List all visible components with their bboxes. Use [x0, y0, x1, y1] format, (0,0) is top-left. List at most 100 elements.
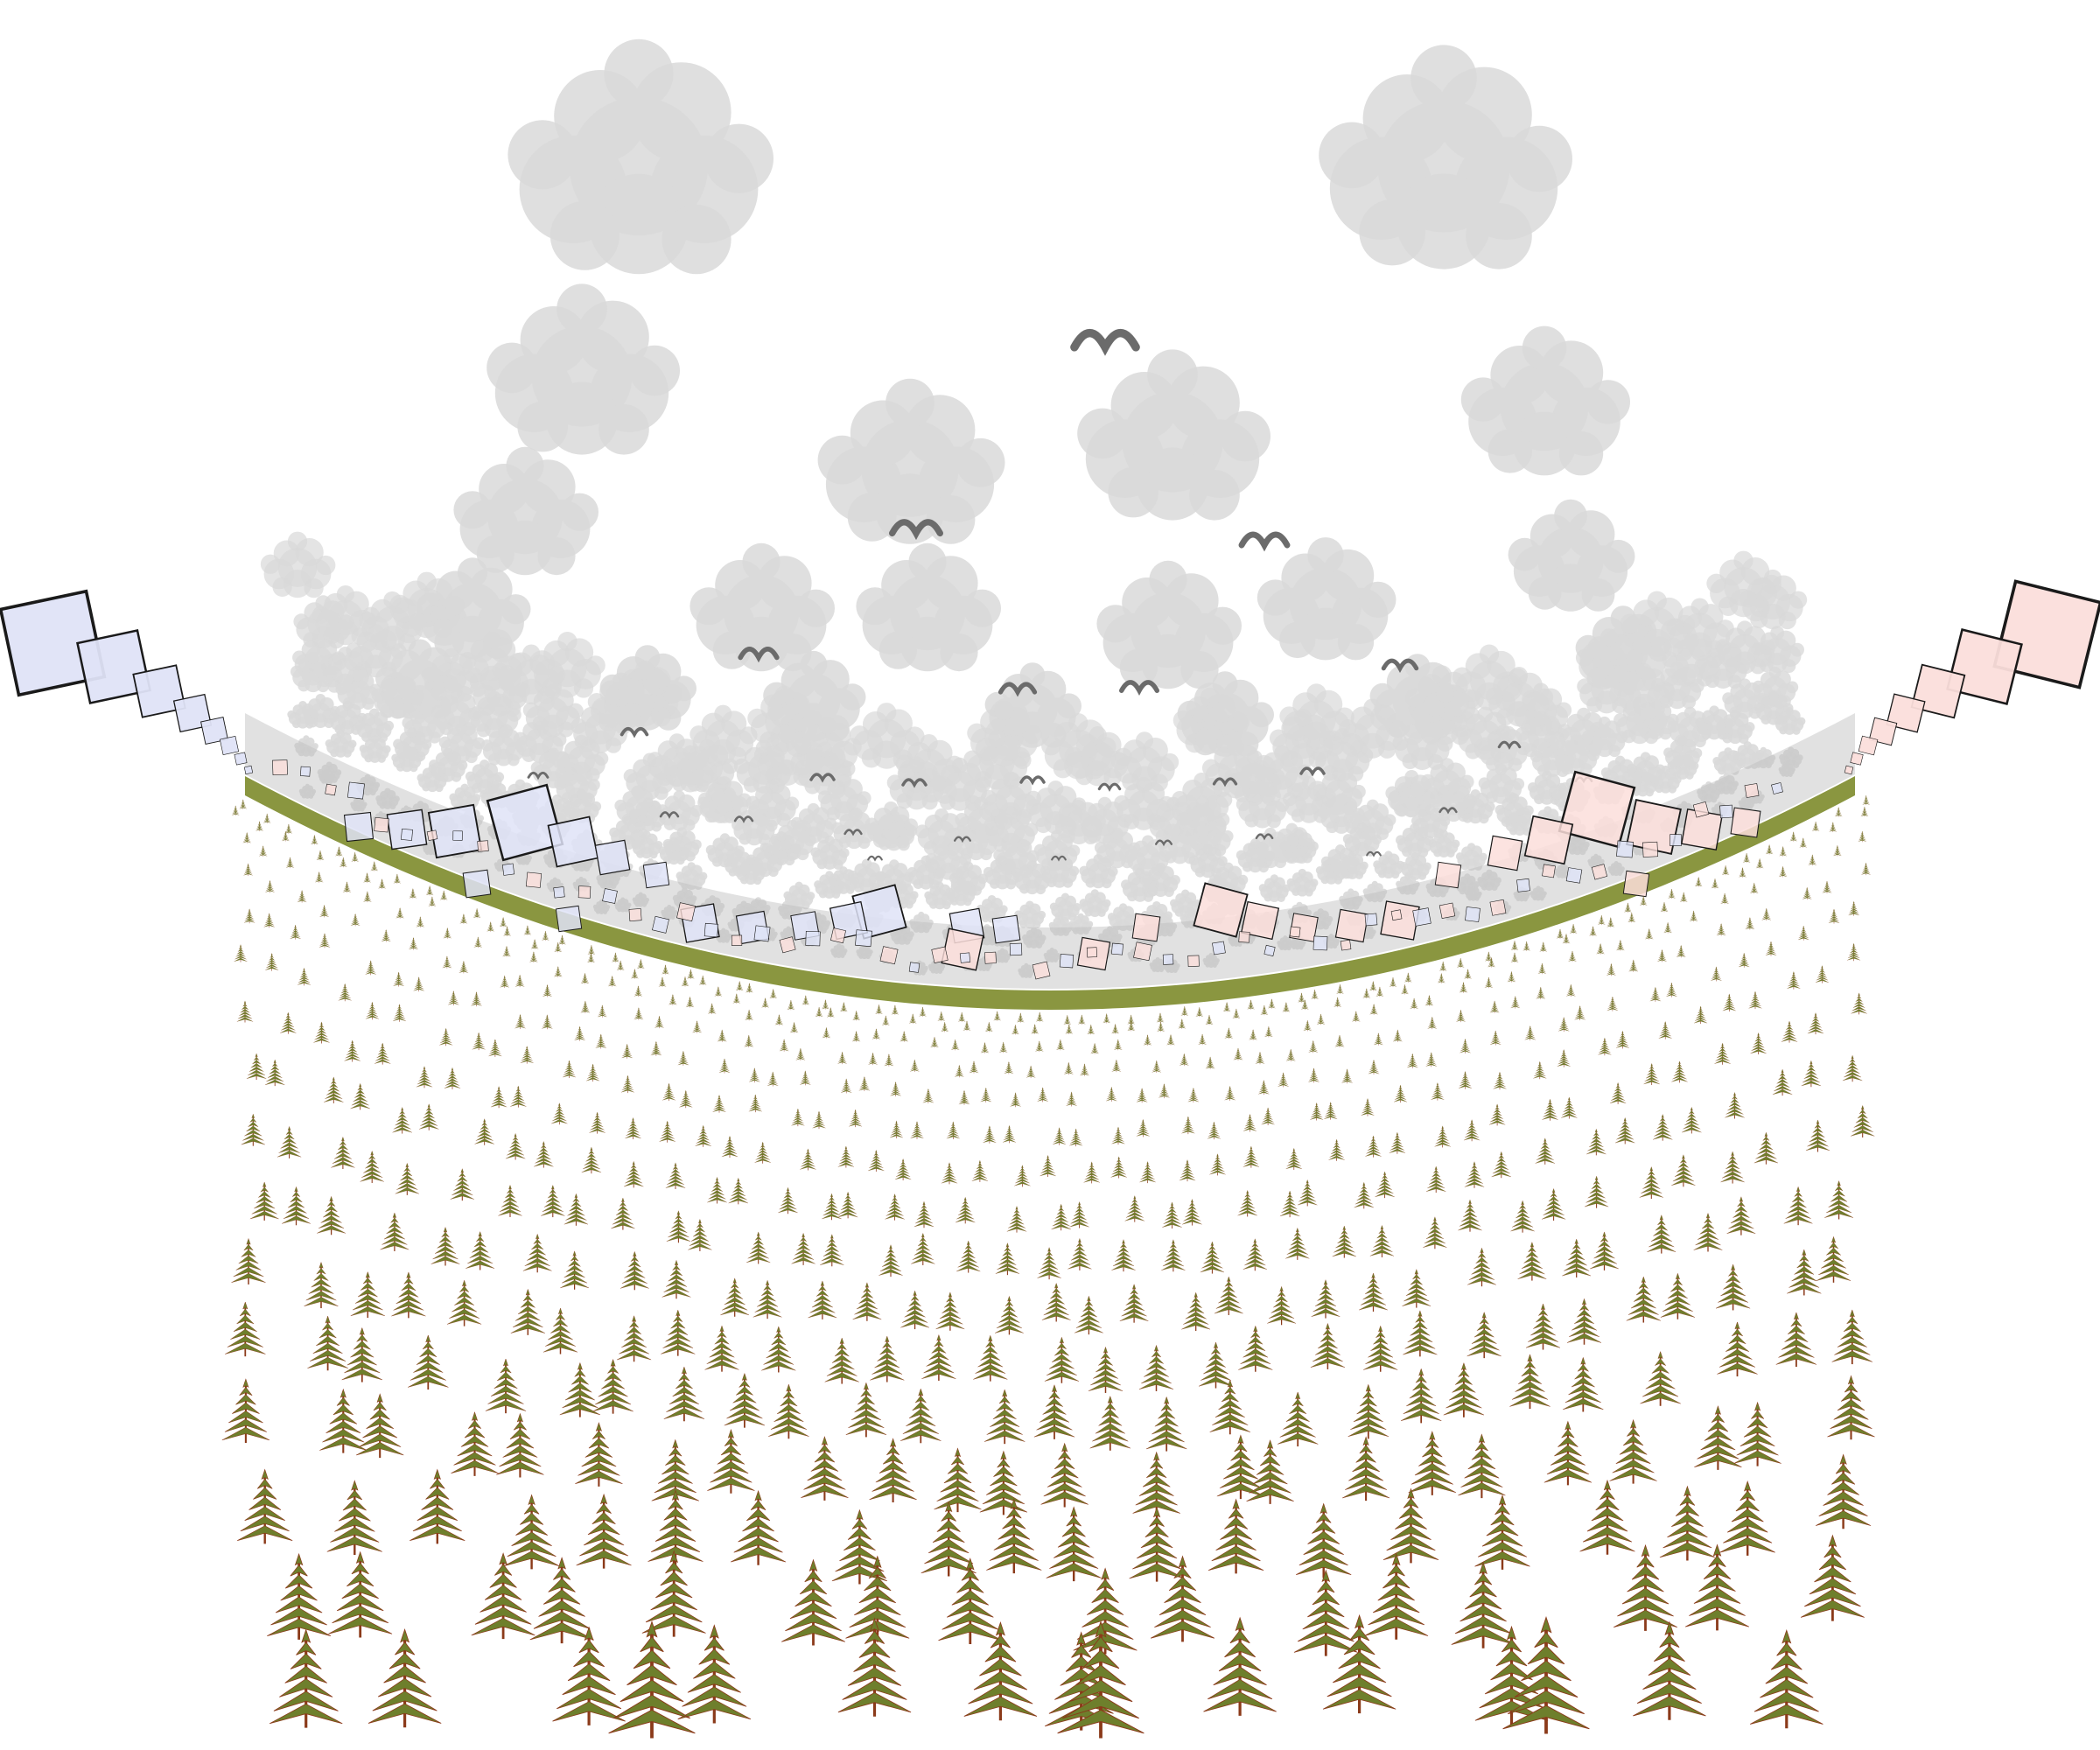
pine-tree-icon [777, 1186, 799, 1214]
pine-tree-icon [1111, 1126, 1125, 1145]
pine-tree-icon [1040, 1442, 1089, 1508]
pine-tree-icon [714, 986, 723, 998]
square-kite-icon [984, 951, 997, 964]
pine-tree-icon [473, 936, 483, 948]
pine-tree-icon [1589, 926, 1598, 937]
pine-tree-icon [350, 1082, 371, 1110]
pine-tree-icon [1456, 957, 1465, 969]
pine-tree-icon [471, 991, 482, 1007]
pine-tree-icon [281, 1186, 312, 1226]
pine-tree-icon [1255, 1051, 1265, 1065]
pine-tree-icon [514, 974, 525, 988]
pine-tree-icon [840, 1078, 852, 1094]
pine-tree-icon [241, 1113, 266, 1147]
pine-tree-icon [994, 1295, 1025, 1336]
pine-tree-icon [529, 951, 538, 963]
pine-tree-icon [574, 1421, 624, 1488]
pine-tree-icon [379, 1212, 410, 1252]
square-kite-icon [805, 931, 821, 947]
pine-tree-icon [1665, 982, 1677, 998]
pine-tree-icon [746, 1231, 771, 1264]
pine-tree-icon [665, 1162, 686, 1190]
pine-tree-icon [1745, 917, 1755, 930]
pine-tree-icon [1802, 886, 1812, 900]
pine-tree-icon [1160, 1239, 1186, 1272]
pine-tree-icon [1851, 992, 1868, 1015]
pine-tree-icon [1491, 1151, 1512, 1179]
pine-tree-icon [1781, 1020, 1798, 1043]
pine-tree-icon [983, 1125, 997, 1144]
pine-tree-icon [1311, 989, 1319, 1000]
pine-tree-icon [875, 1004, 883, 1015]
pine-tree-icon [1537, 962, 1547, 975]
pine-tree-icon [224, 1301, 267, 1358]
pine-tree-icon [1180, 1292, 1211, 1332]
pine-tree-icon [1541, 1187, 1566, 1222]
pine-tree-icon [1298, 992, 1306, 1003]
pine-tree-icon [416, 916, 425, 928]
pine-tree-icon [239, 799, 248, 809]
square-kites-layer [0, 579, 2100, 980]
pine-tree-icon [263, 913, 276, 928]
square-kite-icon [1771, 782, 1783, 794]
square-kite-icon [1670, 834, 1682, 847]
pine-tree-icon [1457, 1433, 1507, 1500]
pine-tree-icon [574, 1026, 586, 1041]
cloud-icon [1286, 868, 1319, 897]
bird-icon [1242, 535, 1287, 545]
bird-icon [1074, 333, 1136, 347]
pine-tree-icon [1484, 951, 1493, 962]
pine-tree-icon [1598, 1037, 1612, 1056]
pine-tree-icon [1392, 1029, 1403, 1043]
pine-tree-icon [1586, 1128, 1606, 1156]
pine-tree-icon [1463, 1119, 1480, 1142]
square-kite-icon [343, 811, 374, 843]
pine-tree-icon [444, 1067, 461, 1090]
square-kite-icon [1487, 835, 1523, 872]
pine-tree-icon [1309, 1102, 1324, 1121]
pine-tree-icon [1362, 1552, 1430, 1642]
pine-tree-icon [795, 1047, 806, 1061]
pine-tree-icon [868, 1052, 878, 1066]
pine-tree-icon [660, 1309, 696, 1357]
pine-tree-icon [707, 1003, 717, 1015]
pine-tree-icon [1402, 1310, 1438, 1358]
pine-tree-icon [365, 960, 377, 976]
pine-tree-icon [1180, 1005, 1189, 1017]
pine-tree-icon [1808, 854, 1817, 866]
pine-tree-icon [695, 1124, 712, 1148]
square-kite-icon [1133, 942, 1152, 962]
square-kite-icon [401, 828, 413, 841]
pine-tree-icon [1323, 1102, 1338, 1120]
pine-tree-icon [1214, 1276, 1244, 1316]
pine-tree-icon [1340, 1436, 1391, 1502]
pine-tree-icon [719, 1278, 750, 1318]
square-kite-icon [731, 934, 743, 946]
square-kite-icon [374, 816, 389, 833]
square-kite-icon [1946, 628, 2023, 705]
pine-tree-icon [1111, 1059, 1122, 1073]
pine-tree-icon [575, 1493, 633, 1570]
pine-tree-icon [1560, 1096, 1578, 1119]
pine-tree-icon [946, 1121, 961, 1140]
pine-tree-icon [891, 1004, 900, 1015]
pine-tree-icon [1166, 1034, 1175, 1046]
pine-tree-icon [297, 967, 312, 986]
pine-tree-icon [1606, 962, 1616, 976]
pine-tree-icon [1224, 1086, 1236, 1102]
pine-tree-icon [823, 1337, 860, 1385]
pine-tree-icon [779, 1039, 789, 1052]
pine-tree-icon [1765, 844, 1774, 855]
pine-tree-icon [1090, 1042, 1099, 1054]
square-kite-icon [1434, 861, 1462, 889]
pine-tree-icon [1376, 986, 1384, 998]
pine-tree-icon [1247, 999, 1255, 1010]
square-kite-icon [931, 946, 948, 963]
pine-tree-icon [1474, 1494, 1531, 1572]
pine-tree-icon [1663, 921, 1672, 934]
square-kite-icon [855, 929, 872, 948]
pine-tree-icon [323, 1076, 344, 1104]
pine-tree-icon [407, 1334, 450, 1390]
pine-tree-icon [1783, 1186, 1814, 1226]
pine-tree-icon [687, 1218, 712, 1252]
